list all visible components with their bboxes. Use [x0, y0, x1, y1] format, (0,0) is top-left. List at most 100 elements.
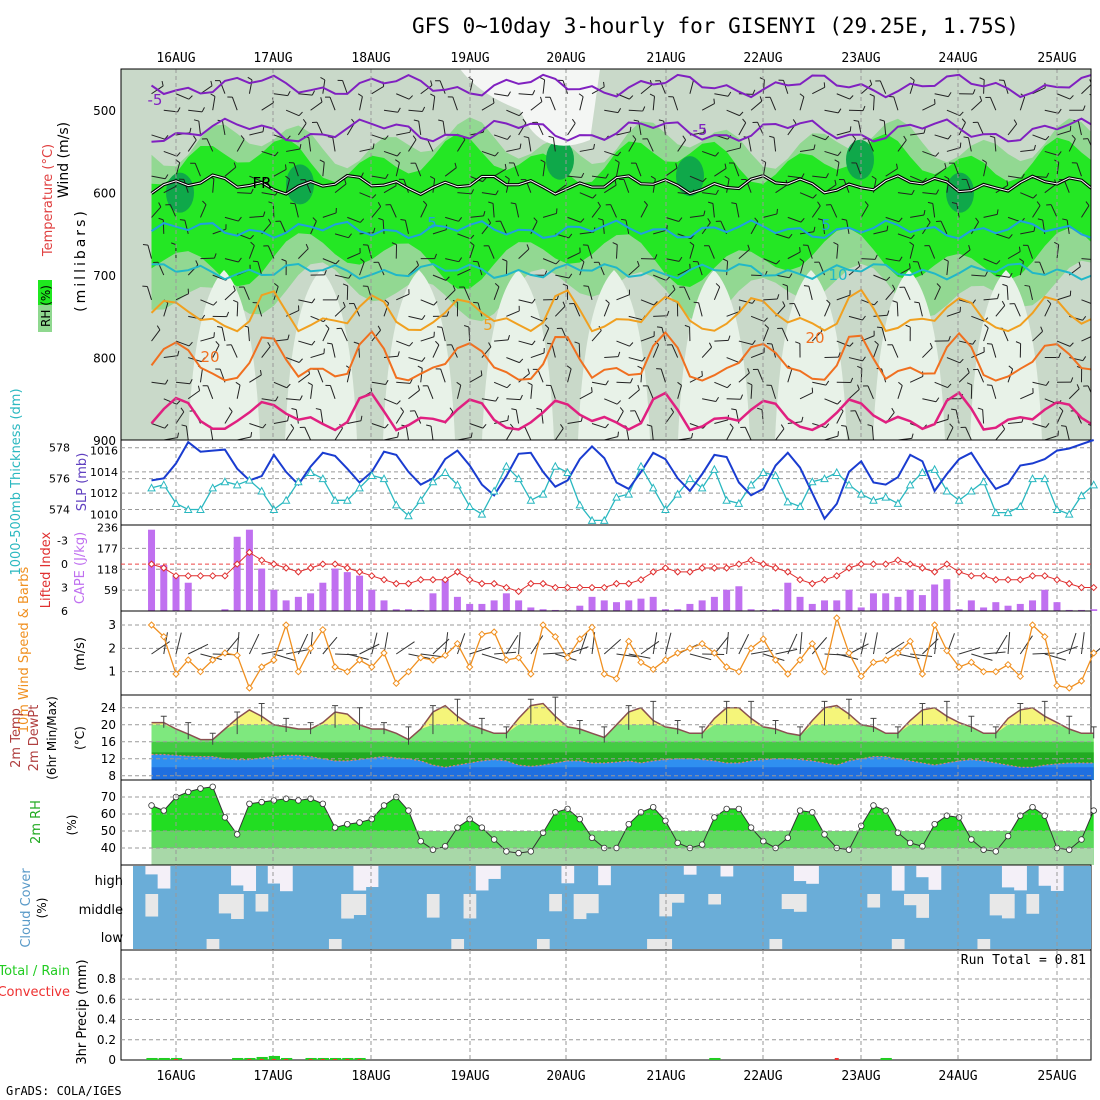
- wind-barb-flag: [357, 93, 363, 97]
- wind-barb-flag: [747, 244, 750, 250]
- cloud-gap: [720, 866, 734, 877]
- rh-point: [319, 800, 327, 807]
- wind-barb: [1027, 245, 1034, 259]
- wind-barb: [317, 369, 324, 383]
- thickness-point: [526, 495, 536, 504]
- wind-barb: [322, 212, 337, 218]
- wind-barb-flag: [504, 175, 510, 180]
- wind-barb-flag: [910, 234, 915, 239]
- wind-barb: [346, 368, 351, 383]
- wind-barb: [812, 134, 826, 141]
- thickness-point: [440, 467, 450, 476]
- precip-conv-bar: [357, 1058, 362, 1060]
- wind-barb: [995, 233, 1010, 239]
- wind-barb-flag: [752, 89, 756, 95]
- precip-conv-bar: [333, 1058, 338, 1060]
- wind-barb-flag: [429, 175, 435, 180]
- wind-barb-flag: [892, 300, 898, 303]
- thickness-point: [697, 483, 707, 492]
- precip-bar: [256, 1056, 268, 1060]
- precip-bar: [146, 1057, 158, 1060]
- wind-barb-flag: [238, 216, 242, 222]
- lifted-index-point: [1004, 576, 1012, 584]
- wind-barb: [212, 344, 220, 358]
- precip-conv-bar: [247, 1058, 252, 1060]
- lifted-index-point: [955, 568, 963, 576]
- date-label-17AUG: 17AUG: [253, 51, 292, 66]
- wind-barb: [452, 96, 458, 111]
- lifted-index-point: [209, 572, 217, 580]
- dry-dome: [383, 270, 455, 440]
- wind-barb-flag: [413, 119, 419, 122]
- wind-barb: [573, 303, 581, 317]
- wind-barb-flag: [519, 358, 524, 363]
- surface-wind-barb: [652, 632, 658, 655]
- wind-barb-flag: [776, 208, 778, 214]
- thickness-point: [428, 477, 438, 486]
- contour-line-inner: [151, 174, 1091, 195]
- surface-wind-barb: [273, 653, 296, 661]
- wind-barb: [382, 219, 385, 234]
- wind-barb: [267, 245, 275, 259]
- rh-point: [870, 802, 877, 809]
- wind-barb-flag: [1094, 341, 1098, 344]
- wind-speed-point: [417, 653, 425, 662]
- cloud-gap: [1026, 894, 1040, 914]
- wind-speed-point: [759, 635, 768, 643]
- wind-barb: [1044, 109, 1059, 114]
- wind-barb: [603, 184, 617, 194]
- wind-barb-flag: [823, 82, 826, 88]
- wind-barb-flag: [417, 385, 421, 391]
- wind-barb: [469, 374, 483, 383]
- wind-barb-flag: [285, 175, 290, 180]
- rh-point: [968, 836, 975, 843]
- wind-speed-point: [906, 637, 914, 646]
- wind-barb-flag: [1033, 226, 1036, 232]
- wind-barb: [334, 233, 349, 239]
- wind-barb-flag: [605, 380, 609, 386]
- wind-barb-flag: [412, 135, 417, 140]
- wind-speed-point: [722, 663, 731, 671]
- wind-barb-flag: [591, 387, 593, 393]
- wind-barb-flag: [438, 119, 444, 122]
- wind-speed-point: [747, 644, 755, 653]
- cape-bar: [1029, 600, 1037, 611]
- wind-speed-point: [319, 625, 327, 634]
- surface-wind-barb: [799, 632, 803, 655]
- wind-barb: [1032, 205, 1041, 218]
- wind-barb: [799, 392, 813, 400]
- wind-speed-point: [1090, 649, 1098, 657]
- cloud-gap: [1038, 866, 1052, 886]
- wind-barb-flag: [275, 396, 279, 402]
- wind-barb: [994, 137, 997, 152]
- wind-barb-flag: [963, 136, 969, 139]
- wind-barb-flag: [470, 189, 475, 195]
- wind-barb: [799, 148, 814, 152]
- surface-wind-barb: [983, 651, 1006, 655]
- precip-tick: 0.2: [97, 1033, 116, 1047]
- cloud-gap: [769, 939, 783, 949]
- wind-barb: [628, 265, 640, 276]
- lifted-index-point: [881, 560, 890, 568]
- wind-barb-flag: [911, 433, 914, 439]
- wind-barb: [500, 220, 507, 235]
- temp-tick: 24: [101, 701, 116, 715]
- wind-barb-flag: [979, 95, 983, 101]
- cloud-gap: [891, 939, 905, 949]
- wind-barb: [1014, 303, 1021, 317]
- wind-barb-flag: [834, 179, 837, 185]
- wind-barb: [896, 302, 899, 317]
- surface-wind-barb: [885, 641, 905, 655]
- lifted-tick: -3: [57, 535, 68, 548]
- lifted-index-point: [637, 576, 645, 584]
- thickness-point: [1064, 509, 1074, 518]
- date-label-18AUG: 18AUG: [351, 1069, 390, 1084]
- wind-barb-flag: [914, 301, 920, 304]
- cape-bar: [576, 605, 584, 611]
- wind-barb-flag: [604, 423, 609, 429]
- wind-barb-flag: [593, 143, 596, 150]
- wind-barb: [885, 168, 898, 177]
- wind-barb: [200, 204, 207, 218]
- wind-barb-flag: [677, 381, 682, 386]
- wind-barb: [893, 96, 899, 111]
